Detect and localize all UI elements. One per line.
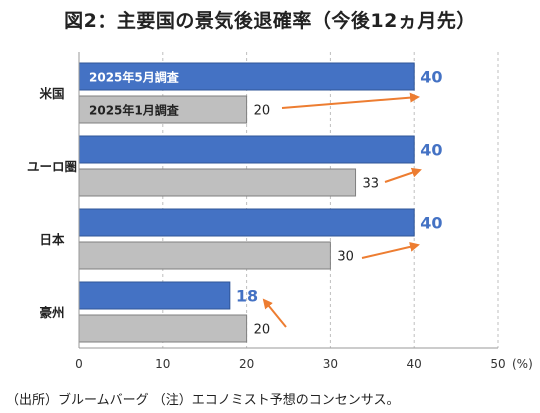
bar <box>78 62 415 91</box>
data-label: 20 <box>254 323 271 338</box>
bar <box>78 314 248 343</box>
data-label: 40 <box>420 141 442 160</box>
data-label: 18 <box>236 287 258 306</box>
footnote: （出所）ブルームバーグ （注）エコノミスト予想のコンセンサス。 <box>6 393 400 408</box>
chart-title: 図2：主要国の景気後退確率（今後12ヵ月先） <box>64 10 476 32</box>
bar <box>78 241 331 270</box>
data-label: 30 <box>337 250 354 265</box>
category-label: 豪州 <box>39 305 64 320</box>
x-tick-label: 10 <box>155 357 170 371</box>
data-label: 40 <box>420 68 442 87</box>
legend-label: 2025年5月調査 <box>89 70 180 85</box>
category-label: 日本 <box>39 232 65 247</box>
change-arrow <box>281 92 420 109</box>
category-label: ユーロ圏 <box>27 159 77 174</box>
data-label: 40 <box>420 214 442 233</box>
x-tick-label: 50 <box>490 357 505 371</box>
data-label: 33 <box>363 177 380 192</box>
change-arrow <box>262 298 287 328</box>
bar <box>78 135 415 164</box>
legend-label: 2025年1月調査 <box>89 103 180 118</box>
x-tick-label: 30 <box>323 357 338 371</box>
bar <box>78 208 415 237</box>
x-tick-label: 40 <box>407 357 422 371</box>
bar <box>78 281 231 310</box>
change-arrow <box>384 167 422 183</box>
x-tick-label: 20 <box>239 357 254 371</box>
x-tick-label: 0 <box>75 357 83 371</box>
bar <box>78 168 357 197</box>
x-unit-label: (%) <box>512 357 533 371</box>
category-label: 米国 <box>38 86 64 101</box>
change-arrow <box>361 241 420 259</box>
data-label: 20 <box>254 104 271 119</box>
